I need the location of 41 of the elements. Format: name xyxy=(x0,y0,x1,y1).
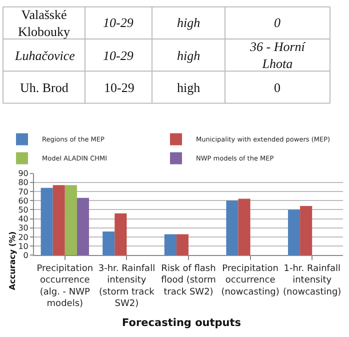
text: 0 xyxy=(274,15,281,30)
text: high xyxy=(177,48,200,63)
y-tick-label: 0 xyxy=(23,250,28,260)
bar xyxy=(76,198,89,256)
bar xyxy=(176,234,188,256)
text: Valašské Klobouky xyxy=(18,7,70,39)
text: 10-29 xyxy=(104,80,134,95)
y-tick-label: 80 xyxy=(18,178,28,188)
text: high xyxy=(177,80,201,95)
text: 36 - Horní Lhota xyxy=(249,39,306,71)
y-tick-label: 90 xyxy=(18,169,28,178)
bar xyxy=(40,188,53,256)
y-tick-label: 10 xyxy=(18,242,28,251)
x-axis-title: Forecasting outputs xyxy=(122,317,242,329)
bar xyxy=(238,198,250,256)
text: high xyxy=(177,15,200,30)
y-tick-label: 60 xyxy=(18,196,28,206)
y-tick-label: 40 xyxy=(18,214,28,224)
y-tick-label: 30 xyxy=(18,224,28,233)
text: 10-29 xyxy=(103,48,134,63)
bar xyxy=(288,210,300,256)
bar xyxy=(64,185,77,256)
y-tick-label: 20 xyxy=(18,232,28,242)
x-tick-label: 1-hr. Rainfall intensity (nowcasting) xyxy=(283,264,342,298)
x-tick-label: Precipitation occurrence (alg. - NWP models) xyxy=(36,264,94,310)
x-tick-label: 3-hr. Rainfall intensity (storm track SW2) xyxy=(98,264,156,310)
y-axis-title: Accuracy (%) xyxy=(8,231,17,290)
x-tick-label: Precipitation occurrence (nowcasting) xyxy=(221,264,280,298)
bar xyxy=(164,234,176,256)
bar xyxy=(114,213,127,256)
text: 0 xyxy=(274,80,280,95)
bar xyxy=(226,200,238,256)
bar xyxy=(102,231,115,256)
y-tick-label: 50 xyxy=(18,205,28,214)
bar xyxy=(52,185,65,256)
x-tick-label: Risk of flash flood (storm track SW2) xyxy=(161,264,216,298)
text: Luhačovice xyxy=(14,48,76,63)
y-tick-label: 70 xyxy=(18,187,28,196)
text: Uh. Brod xyxy=(20,80,69,95)
text: 10-29 xyxy=(103,15,134,30)
bar xyxy=(300,206,312,256)
